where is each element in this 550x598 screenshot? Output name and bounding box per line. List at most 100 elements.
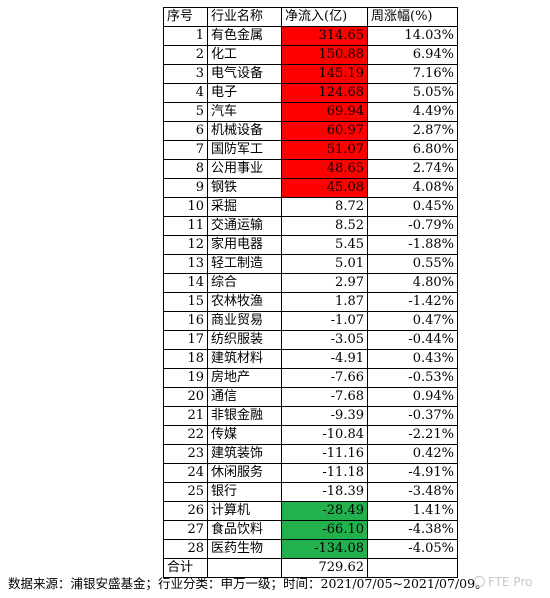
row-industry-name: 农林牧渔 xyxy=(207,292,282,312)
row-number: 18 xyxy=(163,349,208,369)
row-number: 11 xyxy=(163,216,208,236)
row-number: 23 xyxy=(163,444,208,464)
table-row: 7 国防军工 51.07 6.80% xyxy=(163,140,458,160)
table-row: 1 有色金属 314.65 14.03% xyxy=(163,26,458,46)
row-weekly-change: -4.05% xyxy=(367,539,458,559)
row-weekly-change: 2.87% xyxy=(367,121,458,141)
row-net-inflow: 60.97 xyxy=(281,121,368,141)
row-net-inflow: -4.91 xyxy=(281,349,368,369)
total-label: 合计 xyxy=(163,558,208,578)
row-net-inflow: -134.08 xyxy=(281,539,368,559)
row-weekly-change: 4.08% xyxy=(367,178,458,198)
row-industry-name: 纺织服装 xyxy=(207,330,282,350)
row-weekly-change: -2.21% xyxy=(367,425,458,445)
table-row: 20 通信 -7.68 0.94% xyxy=(163,387,458,407)
row-number: 22 xyxy=(163,425,208,445)
row-industry-name: 休闲服务 xyxy=(207,463,282,483)
row-number: 25 xyxy=(163,482,208,502)
row-weekly-change: -0.79% xyxy=(367,216,458,236)
table-row: 3 电气设备 145.19 7.16% xyxy=(163,64,458,84)
table-row: 22 传媒 -10.84 -2.21% xyxy=(163,425,458,445)
row-weekly-change: 0.42% xyxy=(367,444,458,464)
row-number: 12 xyxy=(163,235,208,255)
row-net-inflow: 145.19 xyxy=(281,64,368,84)
row-net-inflow: 48.65 xyxy=(281,159,368,179)
table-row: 18 建筑材料 -4.91 0.43% xyxy=(163,349,458,369)
row-industry-name: 建筑材料 xyxy=(207,349,282,369)
row-weekly-change: 4.80% xyxy=(367,273,458,293)
row-weekly-change: 6.94% xyxy=(367,45,458,65)
header-no: 序号 xyxy=(163,7,208,27)
table-row: 4 电子 124.68 5.05% xyxy=(163,83,458,103)
row-net-inflow: -11.16 xyxy=(281,444,368,464)
row-number: 1 xyxy=(163,26,208,46)
row-number: 6 xyxy=(163,121,208,141)
row-weekly-change: -4.38% xyxy=(367,520,458,540)
row-industry-name: 家用电器 xyxy=(207,235,282,255)
row-number: 9 xyxy=(163,178,208,198)
row-number: 24 xyxy=(163,463,208,483)
row-industry-name: 通信 xyxy=(207,387,282,407)
table-row: 24 休闲服务 -11.18 -4.91% xyxy=(163,463,458,483)
row-weekly-change: -1.88% xyxy=(367,235,458,255)
row-industry-name: 钢铁 xyxy=(207,178,282,198)
header-inflow: 净流入(亿) xyxy=(281,7,368,27)
header-industry: 行业名称 xyxy=(207,7,282,27)
table-row: 21 非银金融 -9.39 -0.37% xyxy=(163,406,458,426)
row-industry-name: 传媒 xyxy=(207,425,282,445)
row-industry-name: 电气设备 xyxy=(207,64,282,84)
row-net-inflow: -10.84 xyxy=(281,425,368,445)
row-industry-name: 机械设备 xyxy=(207,121,282,141)
table-row: 2 化工 150.88 6.94% xyxy=(163,45,458,65)
table-row: 26 计算机 -28.49 1.41% xyxy=(163,501,458,521)
row-weekly-change: 7.16% xyxy=(367,64,458,84)
row-net-inflow: 1.87 xyxy=(281,292,368,312)
row-industry-name: 汽车 xyxy=(207,102,282,122)
row-net-inflow: 124.68 xyxy=(281,83,368,103)
row-net-inflow: -11.18 xyxy=(281,463,368,483)
row-industry-name: 轻工制造 xyxy=(207,254,282,274)
table-row: 15 农林牧渔 1.87 -1.42% xyxy=(163,292,458,312)
row-net-inflow: 150.88 xyxy=(281,45,368,65)
row-number: 19 xyxy=(163,368,208,388)
row-number: 10 xyxy=(163,197,208,217)
table-row: 11 交通运输 8.52 -0.79% xyxy=(163,216,458,236)
total-row: 合计 729.62 xyxy=(163,558,458,578)
table-row: 14 综合 2.97 4.80% xyxy=(163,273,458,293)
row-number: 21 xyxy=(163,406,208,426)
row-industry-name: 食品饮料 xyxy=(207,520,282,540)
source-note: 数据来源：浦银安盛基金；行业分类：申万一级；时间：2021/07/05~2021… xyxy=(8,576,488,591)
row-industry-name: 商业贸易 xyxy=(207,311,282,331)
row-weekly-change: -4.91% xyxy=(367,463,458,483)
row-number: 16 xyxy=(163,311,208,331)
table-row: 13 轻工制造 5.01 0.55% xyxy=(163,254,458,274)
table-row: 9 钢铁 45.08 4.08% xyxy=(163,178,458,198)
row-weekly-change: 4.49% xyxy=(367,102,458,122)
row-net-inflow: 51.07 xyxy=(281,140,368,160)
row-number: 28 xyxy=(163,539,208,559)
row-number: 20 xyxy=(163,387,208,407)
row-weekly-change: 6.80% xyxy=(367,140,458,160)
row-net-inflow: 45.08 xyxy=(281,178,368,198)
row-number: 5 xyxy=(163,102,208,122)
row-weekly-change: 14.03% xyxy=(367,26,458,46)
table-row: 23 建筑装饰 -11.16 0.42% xyxy=(163,444,458,464)
row-net-inflow: 8.72 xyxy=(281,197,368,217)
row-net-inflow: -7.66 xyxy=(281,368,368,388)
row-weekly-change: 0.43% xyxy=(367,349,458,369)
row-industry-name: 电子 xyxy=(207,83,282,103)
row-number: 4 xyxy=(163,83,208,103)
row-weekly-change: -0.44% xyxy=(367,330,458,350)
row-net-inflow: -28.49 xyxy=(281,501,368,521)
row-industry-name: 建筑装饰 xyxy=(207,444,282,464)
total-inflow: 729.62 xyxy=(281,558,368,578)
row-net-inflow: 314.65 xyxy=(281,26,368,46)
table-row: 19 房地产 -7.66 -0.53% xyxy=(163,368,458,388)
row-number: 2 xyxy=(163,45,208,65)
row-weekly-change: -0.37% xyxy=(367,406,458,426)
table-row: 6 机械设备 60.97 2.87% xyxy=(163,121,458,141)
row-industry-name: 交通运输 xyxy=(207,216,282,236)
row-number: 15 xyxy=(163,292,208,312)
row-industry-name: 房地产 xyxy=(207,368,282,388)
row-industry-name: 采掘 xyxy=(207,197,282,217)
